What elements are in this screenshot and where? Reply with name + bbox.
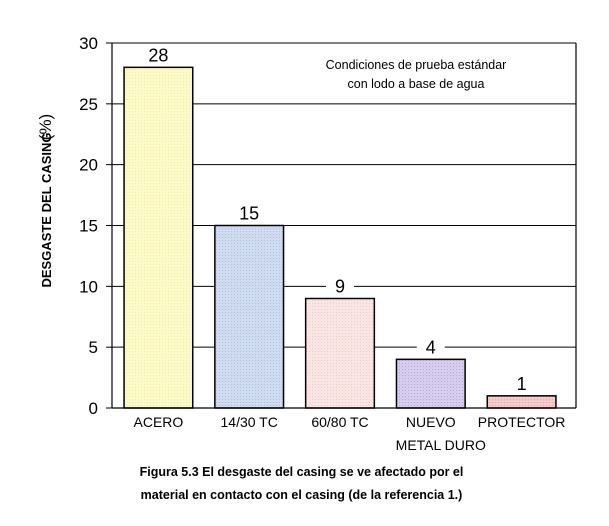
value-label: 4 (426, 337, 436, 357)
value-label: 1 (517, 374, 527, 394)
x-category-label: 60/80 TC (311, 414, 368, 430)
value-label-background (416, 336, 445, 357)
bar-protector (486, 395, 557, 409)
x-category-label: PROTECTOR (478, 414, 566, 430)
figure-caption: Figura 5.3 El desgaste del casing se ve … (0, 461, 609, 507)
x-category-sublabel: METAL DURO (396, 437, 486, 453)
x-category-label: 14/30 TC (221, 414, 278, 430)
caption-line-2: material en contacto con el casing (de l… (140, 488, 463, 502)
bar-chart: 0 5 10 15 20 25 30 28 ACERO 15 14/30 TC 9 60/80 TC 4 N… (36, 34, 577, 453)
y-tick-label: 5 (89, 338, 98, 357)
value-label-background (235, 202, 264, 223)
annotation-line-2: con lodo a base de agua (348, 77, 485, 91)
x-category-label: ACERO (134, 414, 184, 430)
value-label: 15 (239, 204, 259, 224)
annotation-line-1: Condiciones de prueba estándar (326, 58, 507, 72)
y-tick-label: 25 (79, 95, 98, 114)
bar-60-80-tc (304, 297, 376, 409)
value-label: 28 (148, 45, 168, 65)
value-label-background (507, 372, 536, 393)
y-tick-label: 30 (79, 34, 98, 53)
y-tick-label: 0 (89, 399, 98, 418)
value-label-background (326, 275, 354, 296)
bar-acero (123, 66, 194, 409)
bar-14-30-tc (214, 224, 285, 409)
bars (123, 66, 557, 409)
y-axis-unit: (%) (36, 114, 55, 140)
value-label: 9 (335, 277, 345, 297)
bar-nuevo (395, 358, 466, 409)
labels: 0 5 10 15 20 25 30 28 ACERO 15 14/30 TC 9 60/80 TC 4 N… (79, 34, 565, 453)
caption-line-1: Figura 5.3 El desgaste del casing se ve … (139, 465, 464, 479)
y-axis-title: DESGASTE DEL CASING (39, 132, 54, 287)
value-label-background (144, 44, 173, 65)
x-category-label: NUEVO (406, 414, 456, 430)
y-tick-label: 15 (79, 217, 98, 236)
y-tick-label: 10 (79, 277, 98, 296)
axes (106, 42, 577, 409)
y-tick-label: 20 (79, 156, 98, 175)
